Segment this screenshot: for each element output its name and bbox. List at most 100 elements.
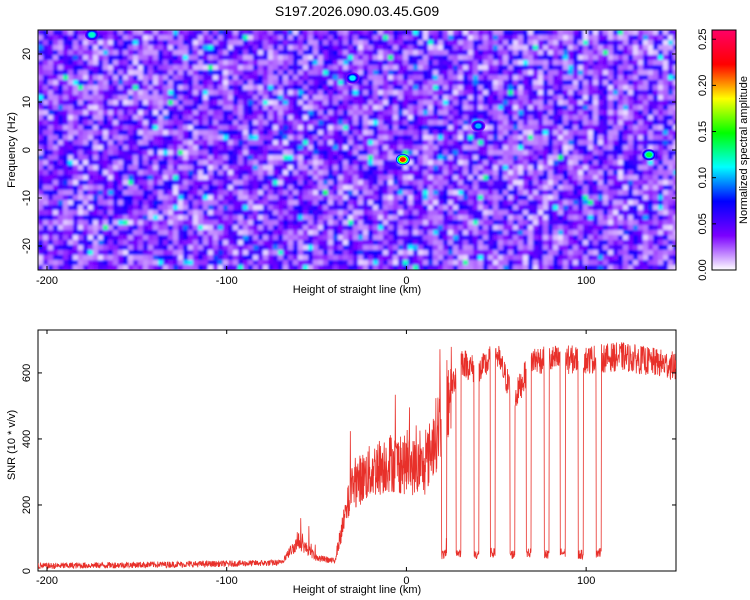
- heatmap-cell: [583, 170, 589, 176]
- heatmap-cell: [308, 95, 314, 101]
- heatmap-cell: [168, 145, 174, 151]
- heatmap-cell: [578, 175, 584, 181]
- heatmap-cell: [78, 40, 84, 46]
- heatmap-cell: [368, 35, 374, 41]
- heatmap-cell: [193, 75, 199, 81]
- heatmap-cell: [63, 75, 69, 81]
- heatmap-cell: [173, 170, 179, 176]
- heatmap-cell: [438, 70, 444, 76]
- heatmap-cell: [553, 100, 559, 106]
- heatmap-cell: [138, 220, 144, 226]
- heatmap-cell: [498, 45, 504, 51]
- heatmap-cell: [188, 35, 194, 41]
- heatmap-cell: [98, 150, 104, 156]
- heatmap-cell: [438, 215, 444, 221]
- heatmap-cell: [268, 205, 274, 211]
- heatmap-cell: [138, 125, 144, 131]
- heatmap-cell: [438, 220, 444, 226]
- heatmap-cell: [128, 155, 134, 161]
- heatmap-cell: [528, 35, 534, 41]
- heatmap-cell: [393, 35, 399, 41]
- heatmap-cell: [413, 55, 419, 61]
- heatmap-cell: [548, 155, 554, 161]
- heatmap-cell: [278, 100, 284, 106]
- heatmap-cell: [313, 120, 319, 126]
- heatmap-cell: [328, 100, 334, 106]
- heatmap-cell: [658, 75, 664, 81]
- heatmap-cell: [463, 210, 469, 216]
- heatmap-cell: [483, 195, 489, 201]
- heatmap-cell: [343, 70, 349, 76]
- heatmap-cell: [293, 110, 299, 116]
- heatmap-cell: [663, 150, 669, 156]
- heatmap-cell: [393, 190, 399, 196]
- heatmap-cell: [158, 170, 164, 176]
- heatmap-cell: [283, 185, 289, 191]
- heatmap-cell: [493, 100, 499, 106]
- heatmap-cell: [138, 60, 144, 66]
- heatmap-cell: [398, 175, 404, 181]
- heatmap-cell: [118, 185, 124, 191]
- heatmap-cell: [413, 85, 419, 91]
- heatmap-cell: [178, 125, 184, 131]
- heatmap-cell: [83, 110, 89, 116]
- heatmap-cell: [263, 215, 269, 221]
- heatmap-cell: [208, 195, 214, 201]
- heatmap-cell: [38, 130, 44, 136]
- heatmap-cell: [258, 215, 264, 221]
- heatmap-cell: [128, 145, 134, 151]
- heatmap-cell: [568, 110, 574, 116]
- heatmap-cell: [358, 155, 364, 161]
- heatmap-cell: [63, 40, 69, 46]
- heatmap-cell: [673, 60, 676, 66]
- heatmap-cell: [573, 70, 579, 76]
- heatmap-cell: [343, 135, 349, 141]
- heatmap-cell: [573, 125, 579, 131]
- heatmap-cell: [618, 50, 624, 56]
- heatmap-cell: [523, 200, 529, 206]
- heatmap-cell: [133, 140, 139, 146]
- heatmap-cell: [583, 195, 589, 201]
- heatmap-cell: [498, 65, 504, 71]
- heatmap-cell: [603, 145, 609, 151]
- heatmap-cell: [113, 155, 119, 161]
- heatmap-cell: [228, 205, 234, 211]
- heatmap-cell: [378, 35, 384, 41]
- heatmap-cell: [573, 170, 579, 176]
- heatmap-cell: [303, 120, 309, 126]
- heatmap-cell: [348, 105, 354, 111]
- heatmap-cell: [653, 115, 659, 121]
- heatmap-cell: [343, 125, 349, 131]
- heatmap-cell: [313, 85, 319, 91]
- heatmap-cell: [318, 160, 324, 166]
- heatmap-cell: [103, 100, 109, 106]
- heatmap-cell: [113, 140, 119, 146]
- heatmap-cell: [128, 220, 134, 226]
- heatmap-cell: [273, 115, 279, 121]
- heatmap-cell: [453, 200, 459, 206]
- heatmap-cell: [638, 205, 644, 211]
- heatmap-cell: [618, 85, 624, 91]
- heatmap-cell: [318, 205, 324, 211]
- heatmap-cell: [608, 135, 614, 141]
- heatmap-cell: [508, 160, 514, 166]
- heatmap-cell: [588, 55, 594, 61]
- heatmap-cell: [143, 210, 149, 216]
- heatmap-cell: [138, 200, 144, 206]
- heatmap-cell: [408, 70, 414, 76]
- heatmap-cell: [598, 95, 604, 101]
- heatmap-cell: [183, 125, 189, 131]
- heatmap-cell: [468, 140, 474, 146]
- heatmap-cell: [403, 190, 409, 196]
- heatmap-cell: [478, 180, 484, 186]
- heatmap-cell: [348, 180, 354, 186]
- heatmap-cell: [43, 175, 49, 181]
- heatmap-cell: [578, 200, 584, 206]
- heatmap-cell: [593, 80, 599, 86]
- heatmap-cell: [73, 35, 79, 41]
- heatmap-cell: [248, 70, 254, 76]
- heatmap-cell: [43, 210, 49, 216]
- heatmap-cell: [208, 215, 214, 221]
- heatmap-cell: [123, 120, 129, 126]
